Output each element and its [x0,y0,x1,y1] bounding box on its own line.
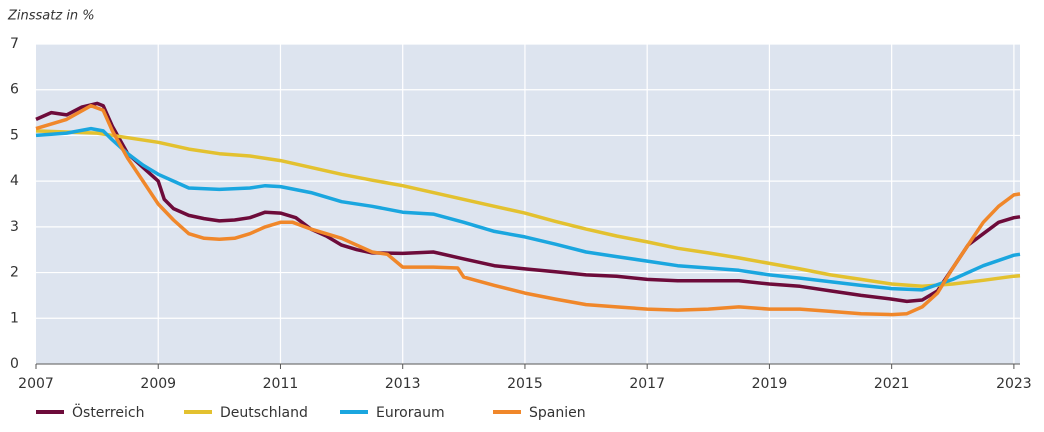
legend-label: Deutschland [220,405,308,421]
y-tick-label: 1 [10,310,19,326]
y-tick-label: 2 [10,265,19,281]
y-tick-label: 0 [10,356,19,372]
y-tick-label: 7 [10,36,19,52]
legend-label: Spanien [529,405,586,421]
series-line [35,101,1021,304]
series-line [35,126,1021,292]
y-axis-label: Zinssatz in % [7,9,95,24]
x-tick-label: 2009 [140,376,176,392]
y-tick-label: 3 [10,219,19,235]
x-tick-label: 2011 [263,376,299,392]
x-tick-label: 2021 [874,376,910,392]
y-tick-label: 5 [10,127,19,143]
x-tick-label: 2013 [385,376,421,392]
y-tick-label: 4 [10,173,19,189]
y-tick-label: 6 [10,82,19,98]
series-line [35,103,1021,317]
legend-label: Österreich [72,403,144,421]
x-tick-label: 2015 [507,376,543,392]
series-line [35,129,1021,289]
x-tick-label: 2023 [996,376,1032,392]
x-tick-label: 2007 [18,376,54,392]
legend-label: Euroraum [376,405,445,421]
x-tick-label: 2017 [629,376,665,392]
plot-background [36,44,1020,364]
x-tick-label: 2019 [752,376,788,392]
